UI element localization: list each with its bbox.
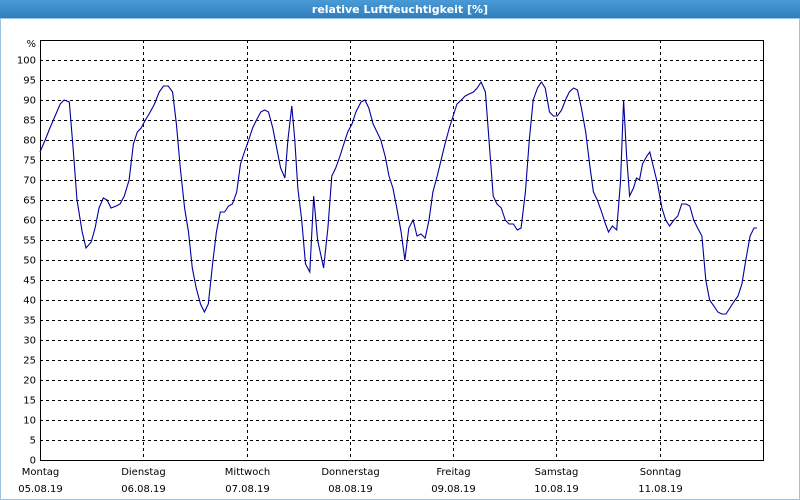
y-tick-label: 15 — [23, 396, 36, 407]
y-tick-label: 50 — [23, 256, 36, 267]
y-tick-label: 80 — [23, 136, 36, 147]
data-line — [39, 80, 757, 315]
x-tick-label: Freitag — [436, 467, 470, 478]
x-tick-sublabel: 11.08.19 — [638, 484, 683, 495]
chart-title: relative Luftfeuchtigkeit [%] — [312, 3, 488, 16]
x-tick-label: Dienstag — [121, 467, 166, 478]
x-tick-label: Sonntag — [640, 467, 682, 478]
y-tick-label: 55 — [23, 236, 36, 247]
y-tick-label: 30 — [23, 336, 36, 347]
y-tick-label: 90 — [23, 96, 36, 107]
x-tick-sublabel: 06.08.19 — [121, 484, 166, 495]
y-tick-label: 75 — [23, 156, 36, 167]
x-tick-label: Mittwoch — [225, 467, 270, 478]
y-axis-label: % — [26, 39, 36, 50]
y-tick-label: 95 — [23, 76, 36, 87]
y-tick-label: 5 — [30, 436, 36, 447]
y-tick-label: 20 — [23, 376, 36, 387]
x-tick-sublabel: 09.08.19 — [431, 484, 476, 495]
y-tick-label: 100 — [17, 56, 36, 67]
x-tick-sublabel: 05.08.19 — [18, 484, 63, 495]
y-tick-label: 70 — [23, 176, 36, 187]
x-tick-sublabel: 10.08.19 — [534, 484, 579, 495]
title-bar — [0, 0, 800, 18]
x-tick-label: Montag — [22, 467, 59, 478]
y-tick-label: 0 — [30, 456, 36, 467]
x-tick-label: Donnerstag — [321, 467, 379, 478]
y-tick-label: 60 — [23, 216, 36, 227]
y-tick-label: 45 — [23, 276, 36, 287]
x-tick-sublabel: 07.08.19 — [225, 484, 270, 495]
y-tick-label: 85 — [23, 116, 36, 127]
y-tick-label: 40 — [23, 296, 36, 307]
y-tick-label: 65 — [23, 196, 36, 207]
window-frame — [0, 18, 800, 500]
x-tick-label: Samstag — [535, 467, 579, 478]
y-tick-label: 10 — [23, 416, 36, 427]
x-tick-sublabel: 08.08.19 — [328, 484, 373, 495]
y-tick-label: 35 — [23, 316, 36, 327]
y-tick-label: 25 — [23, 356, 36, 367]
